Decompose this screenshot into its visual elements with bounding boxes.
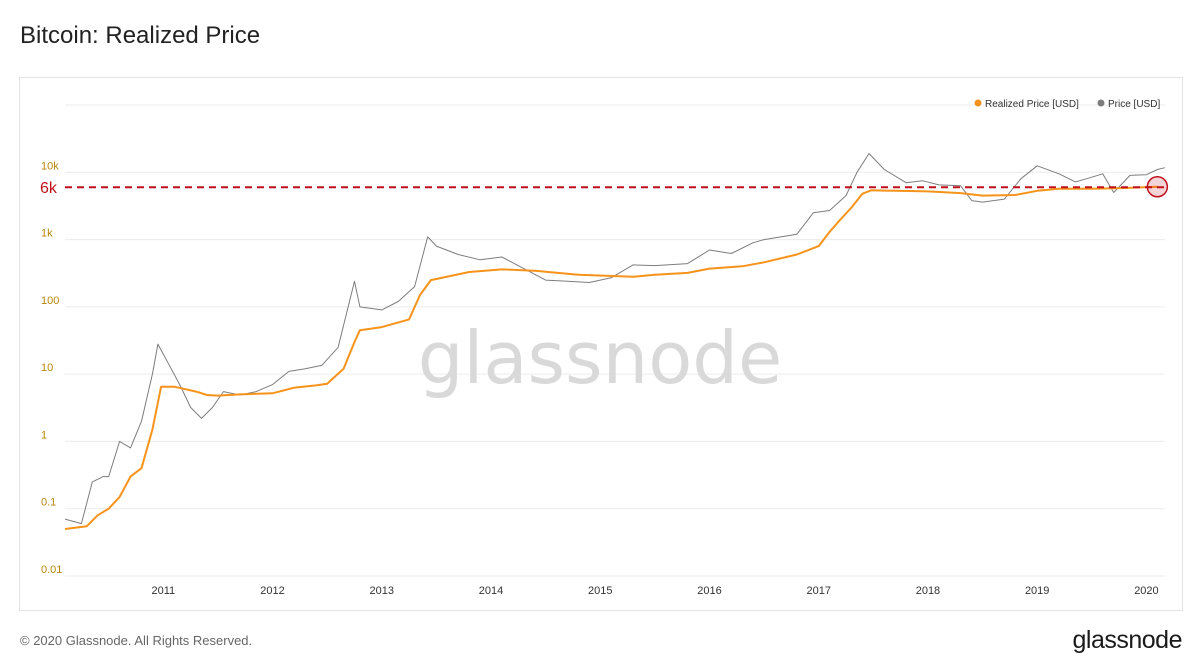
x-axis-ticks: 2011 2012 2013 2014 2015 2016 2017 2018 2019 2020 <box>151 585 1158 597</box>
y-tick-label: 1 <box>41 429 47 441</box>
legend-label-price: Price [USD] <box>1108 99 1160 110</box>
annotation-6k: 6k <box>40 175 1169 198</box>
y-axis-ticks: 0.01 0.1 1 10 100 1k 10k <box>41 160 62 576</box>
chart-legend: Realized Price [USD] Price [USD] <box>974 99 1160 110</box>
legend-dot-price <box>1097 99 1105 107</box>
legend-label-realized: Realized Price [USD] <box>985 99 1079 110</box>
price-line <box>64 153 1166 525</box>
legend-dot-realized <box>974 99 982 107</box>
copyright-footer: © 2020 Glassnode. All Rights Reserved. <box>20 633 253 648</box>
y-tick-label: 1k <box>41 228 53 240</box>
annotation-circle <box>1146 175 1169 198</box>
grid-lines <box>65 104 1165 577</box>
brand-logo[interactable]: glassnode <box>1072 626 1183 654</box>
page-title: Bitcoin: Realized Price <box>20 22 261 49</box>
x-tick-label: 2020 <box>1134 585 1158 597</box>
x-tick-label: 2015 <box>588 585 612 597</box>
x-tick-label: 2013 <box>370 585 394 597</box>
x-tick-label: 2019 <box>1025 585 1049 597</box>
series-lines <box>64 153 1166 530</box>
x-tick-label: 2011 <box>151 585 175 597</box>
x-tick-label: 2014 <box>479 585 503 597</box>
x-tick-label: 2012 <box>260 585 284 597</box>
x-tick-label: 2016 <box>697 585 721 597</box>
y-tick-label: 0.01 <box>41 564 62 576</box>
watermark-text: glassnode <box>418 316 783 400</box>
realized-price-line <box>64 185 1158 530</box>
y-tick-label: 10 <box>41 362 53 374</box>
annotation-label: 6k <box>40 180 58 197</box>
y-tick-label: 10k <box>41 160 59 172</box>
y-tick-label: 0.1 <box>41 497 56 509</box>
chart-panel: glassnode 0.01 0.1 1 10 100 1k 10k 2011 2012 201… <box>19 77 1183 611</box>
x-tick-label: 2017 <box>806 585 830 597</box>
x-tick-label: 2018 <box>916 585 940 597</box>
y-tick-label: 100 <box>41 295 59 307</box>
